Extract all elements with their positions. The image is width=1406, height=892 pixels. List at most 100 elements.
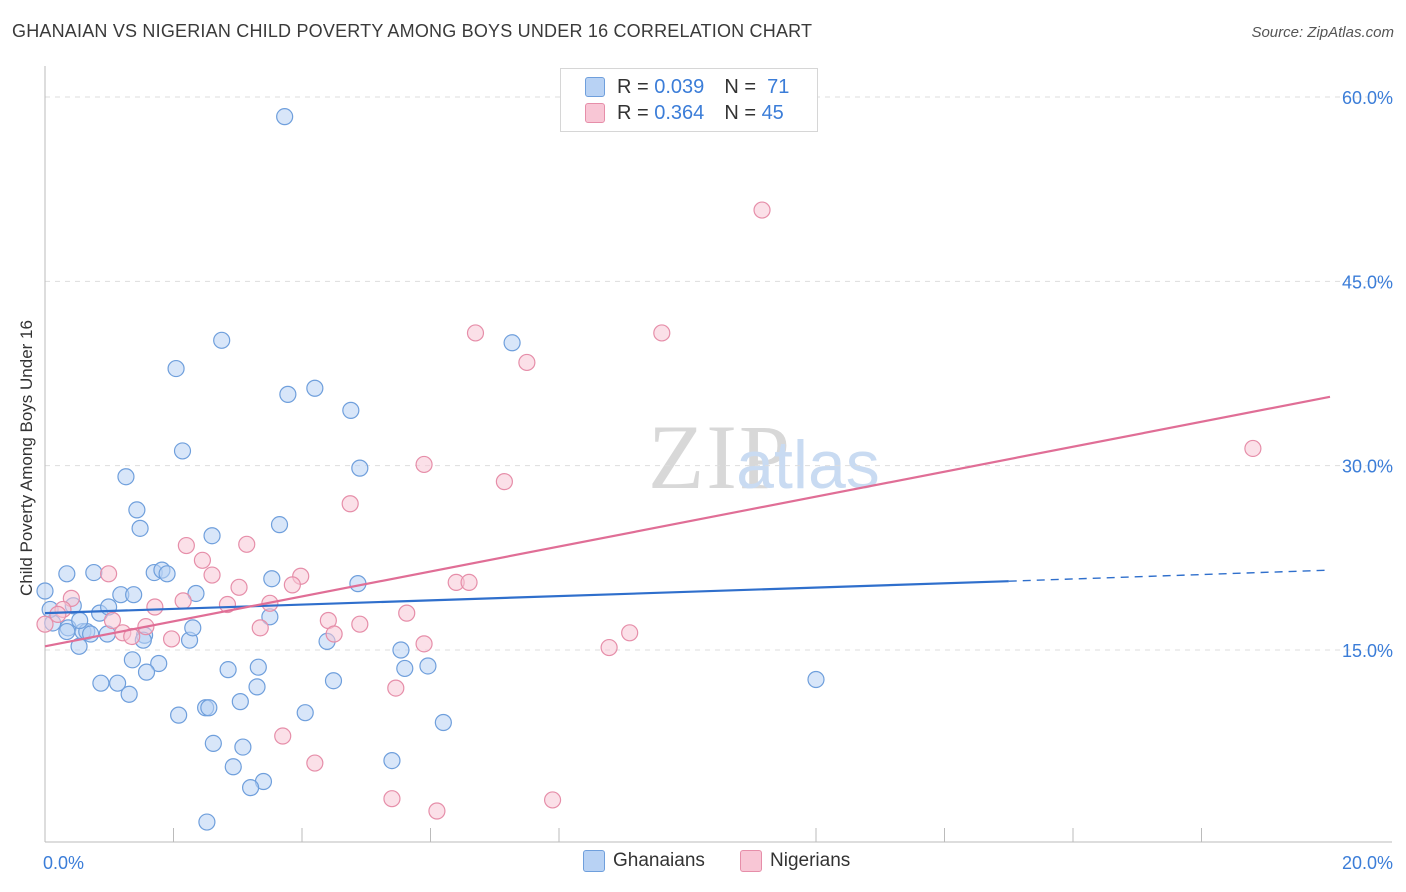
swatch-pink [740, 850, 762, 872]
nigerian-point [100, 565, 118, 583]
chart-title: GHANAIAN VS NIGERIAN CHILD POVERTY AMONG… [12, 21, 813, 41]
ghanaian-point [279, 385, 297, 403]
r-label: R = [617, 101, 649, 124]
ghanaian-point [503, 334, 521, 352]
ghanaian-point [263, 570, 281, 588]
ghanaian-point [131, 519, 149, 537]
nigerian-point [753, 201, 771, 219]
ghanaian-point [128, 501, 146, 519]
ghanaian-point [213, 331, 231, 349]
ghanaian-trend-extension [1008, 569, 1331, 582]
legend-item-nigerians: Nigerians [740, 850, 850, 872]
ghanaian-point [71, 611, 89, 630]
nigerian-point [36, 615, 54, 633]
ghanaian-point [58, 565, 76, 583]
nigerian-point [325, 625, 343, 643]
ghanaian-point [184, 619, 202, 637]
ghanaian-point [270, 516, 289, 534]
ghanaian-point [234, 738, 252, 756]
nigerian-point [230, 578, 248, 596]
r-label: R = [617, 75, 649, 98]
y-tick-label: 60.0% [1342, 88, 1393, 108]
nigerian-point [621, 624, 639, 642]
nigerian-point [283, 576, 301, 594]
nigerian-point [238, 535, 256, 553]
nigerian-point [103, 611, 122, 630]
ghanaian-point [242, 779, 260, 797]
nigerian-point [1244, 439, 1262, 458]
ghanaian-point [203, 527, 221, 545]
ghanaian-point [306, 379, 324, 397]
ghanaian-point [173, 442, 192, 460]
ghanaian-point [167, 359, 185, 378]
ghanaian-point [123, 651, 141, 669]
swatch-blue [583, 850, 605, 872]
nigerian-point [146, 598, 164, 616]
watermark-zip: ZIP [648, 406, 792, 508]
ghanaian-point [85, 563, 103, 582]
ghanaian-point [58, 622, 76, 641]
nigerian-point [306, 754, 324, 772]
ghanaian-point [36, 582, 54, 600]
nigerian-point [543, 791, 562, 809]
ghanaian-point [125, 586, 143, 604]
nigerian-point [398, 604, 416, 622]
nigerian-point [251, 619, 269, 637]
source-credit: Source: ZipAtlas.com [1251, 24, 1394, 41]
nigerian-point [174, 592, 192, 610]
ghanaian-point [419, 657, 437, 675]
ghanaian-point [150, 654, 168, 673]
n-value: 71 [767, 75, 790, 98]
ghanaian-point [200, 699, 218, 717]
ghanaian-point [296, 704, 314, 722]
ghanaian-point [219, 661, 237, 679]
y-tick-label: 15.0% [1342, 641, 1393, 661]
stats-row-ghanaians: R = 0.039 N = 71 [585, 75, 789, 99]
y-tick-label: 30.0% [1342, 457, 1393, 477]
ghanaian-point [351, 459, 369, 477]
ghanaian-point [434, 713, 452, 732]
nigerian-point [383, 790, 401, 808]
ghanaian-point [137, 663, 156, 681]
ghanaian-point [204, 734, 222, 752]
ghanaian-point [324, 672, 343, 690]
ghanaian-point [92, 674, 110, 692]
ghanaian-point [383, 751, 401, 770]
ghanaian-point [249, 658, 267, 676]
y-tick-label: 45.0% [1342, 272, 1393, 292]
ghanaian-point [117, 468, 135, 486]
ghanaian-point [120, 685, 138, 703]
nigerian-point [49, 605, 67, 623]
nigerian-point [653, 324, 671, 342]
legend-item-ghanaians: Ghanaians [583, 850, 705, 872]
watermark-atlas: atlas [736, 427, 880, 503]
stats-row-nigerians: R = 0.364 N = 45 [585, 101, 784, 125]
nigerian-trend-line [44, 395, 1331, 648]
nigerian-point [466, 324, 485, 342]
r-value: 0.039 [654, 75, 705, 98]
r-value: 0.364 [654, 101, 705, 124]
nigerian-point [387, 679, 405, 697]
swatch-pink [585, 103, 605, 123]
nigerian-point [495, 473, 513, 491]
series-legend: Ghanaians Nigerians [0, 850, 1406, 878]
ghanaian-point [396, 659, 414, 678]
nigerian-point [177, 536, 195, 555]
ghanaian-trend-line [44, 580, 1009, 615]
nigerian-point [341, 495, 359, 513]
nigerian-point [428, 802, 446, 820]
ghanaian-point [248, 678, 266, 696]
nigerian-point [415, 455, 433, 474]
nigerian-point [203, 566, 221, 584]
nigerian-point [518, 353, 536, 372]
swatch-blue [585, 77, 605, 97]
ghanaian-point [70, 637, 88, 655]
nigerian-point [218, 595, 237, 614]
x-tick-label-min: 0.0% [43, 853, 84, 873]
n-label: N = [724, 101, 756, 124]
nigerian-point [351, 615, 369, 633]
legend-label: Ghanaians [613, 850, 705, 871]
ghanaian-point [187, 584, 205, 603]
ghanaian-point [807, 670, 825, 689]
